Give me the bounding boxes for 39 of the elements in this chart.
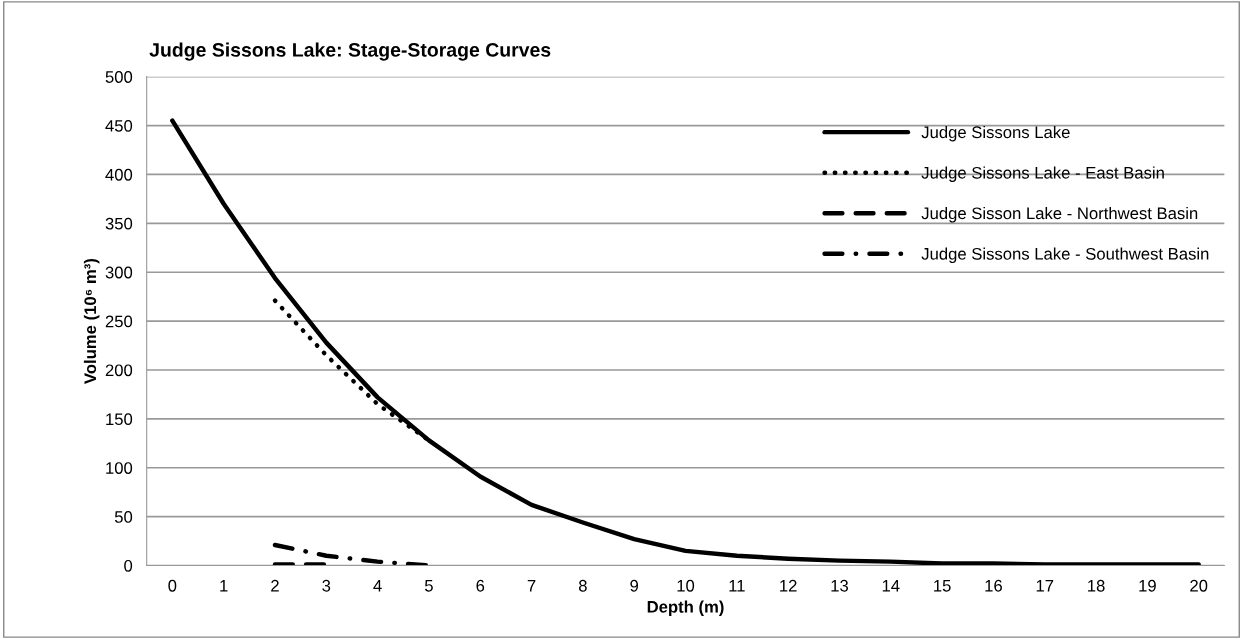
chart-title: Judge Sissons Lake: Stage-Storage Curves xyxy=(149,42,551,61)
x-tick-label: 18 xyxy=(1088,579,1105,592)
y-tick-label: 350 xyxy=(105,217,133,230)
x-axis-title: Depth (m) xyxy=(647,600,724,617)
x-tick-label: 0 xyxy=(168,579,177,592)
x-tick-label: 4 xyxy=(373,580,382,592)
y-tick-label: 400 xyxy=(105,168,133,181)
y-tick-label: 50 xyxy=(114,511,133,523)
y-tick-label: 200 xyxy=(105,364,133,377)
x-tick-label: 2 xyxy=(271,579,279,592)
x-tick-label: 16 xyxy=(985,579,1002,592)
y-tick-label: 300 xyxy=(105,266,133,279)
x-tick-label: 1 xyxy=(220,580,228,592)
x-tick-label: 20 xyxy=(1190,579,1208,592)
y-tick-label: 500 xyxy=(105,71,133,83)
y-tick-label: 0 xyxy=(124,559,133,572)
x-tick-label: 19 xyxy=(1139,579,1156,592)
y-axis-title: Volume (10⁶ m³) xyxy=(83,258,100,384)
legend-label: Judge Sisson Lake - Northwest Basin xyxy=(921,206,1198,223)
x-tick-label: 6 xyxy=(476,579,485,592)
legend-label: Judge Sissons Lake - East Basin xyxy=(921,166,1164,182)
x-tick-label: 8 xyxy=(578,579,587,592)
x-tick-label: 13 xyxy=(831,579,849,592)
x-tick-label: 17 xyxy=(1036,580,1054,592)
x-tick-label: 9 xyxy=(630,579,639,592)
legend-label: Judge Sissons Lake xyxy=(921,125,1070,142)
x-tick-label: 5 xyxy=(424,580,433,592)
x-tick-label: 12 xyxy=(780,579,797,592)
y-tick-label: 150 xyxy=(106,413,133,426)
y-tick-label: 250 xyxy=(105,315,133,328)
x-tick-label: 3 xyxy=(322,579,331,592)
y-tick-label: 100 xyxy=(106,462,133,474)
x-tick-label: 15 xyxy=(934,580,951,592)
x-tick-label: 11 xyxy=(729,580,745,592)
y-tick-label: 450 xyxy=(105,119,133,132)
legend-label: Judge Sissons Lake - Southwest Basin xyxy=(921,247,1209,264)
x-tick-label: 10 xyxy=(677,579,695,592)
x-tick-label: 14 xyxy=(882,580,900,592)
x-tick-label: 7 xyxy=(527,580,536,592)
